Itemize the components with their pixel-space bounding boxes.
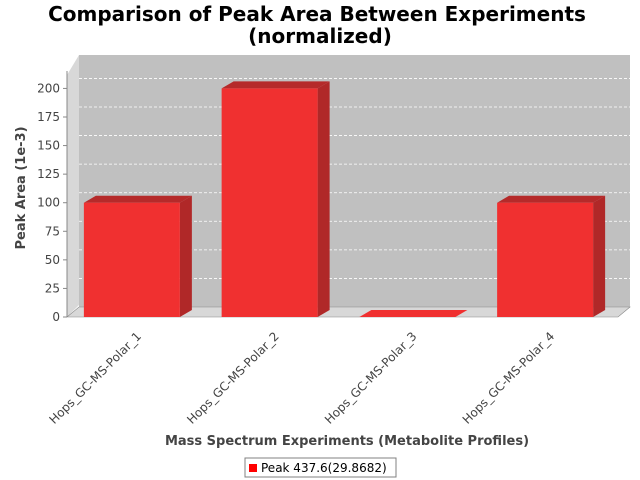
bar-top (83, 195, 192, 203)
plot-left-wall (67, 55, 79, 317)
bar (359, 310, 468, 317)
bar (497, 195, 606, 317)
x-tick-label: Hops_GC-MS-Polar_3 (322, 329, 420, 427)
bars (83, 81, 606, 317)
chart-title-line-2: (normalized) (248, 24, 392, 48)
y-tick-label: 50 (45, 253, 60, 267)
y-tick-label: 175 (37, 110, 60, 124)
y-tick-label: 125 (37, 167, 60, 181)
bar-top (221, 81, 330, 89)
bar-front (83, 202, 180, 317)
y-tick-label: 150 (37, 139, 60, 153)
y-tick-label: 75 (45, 224, 60, 238)
y-axis-label: Peak Area (1e-3) (14, 126, 29, 249)
y-tick-label: 100 (37, 196, 60, 210)
x-tick-label: Hops_GC-MS-Polar_2 (184, 329, 282, 427)
bar-side (593, 195, 606, 317)
x-axis: Hops_GC-MS-Polar_1 Hops_GC-MS-Polar_2 Hops… (46, 329, 557, 427)
y-tick-label: 25 (45, 281, 60, 295)
bar (221, 81, 330, 317)
legend: Peak 437.6(29.8682) (244, 457, 397, 478)
legend-box (244, 457, 397, 478)
x-axis-label: Mass Spectrum Experiments (Metabolite Pr… (165, 434, 529, 449)
bar-side (317, 81, 330, 317)
x-tick-label: Hops_GC-MS-Polar_4 (460, 329, 558, 427)
y-axis: 0 25 50 75 100 125 150 175 200 (37, 71, 68, 324)
bar-top (359, 310, 468, 317)
chart-title-line-1: Comparison of Peak Area Between Experime… (48, 2, 586, 26)
chart-title: Comparison of Peak Area Between Experime… (48, 2, 586, 48)
bar-top (497, 195, 606, 203)
bar-front (221, 88, 318, 317)
x-tick-label: Hops_GC-MS-Polar_1 (46, 329, 144, 427)
bar (83, 195, 192, 317)
legend-label: Peak 437.6(29.8682) (261, 461, 387, 475)
bar-side (179, 195, 192, 317)
y-tick-label: 200 (37, 81, 60, 95)
legend-swatch (249, 464, 257, 472)
y-tick-label: 0 (52, 310, 60, 324)
bar-front (497, 202, 594, 317)
